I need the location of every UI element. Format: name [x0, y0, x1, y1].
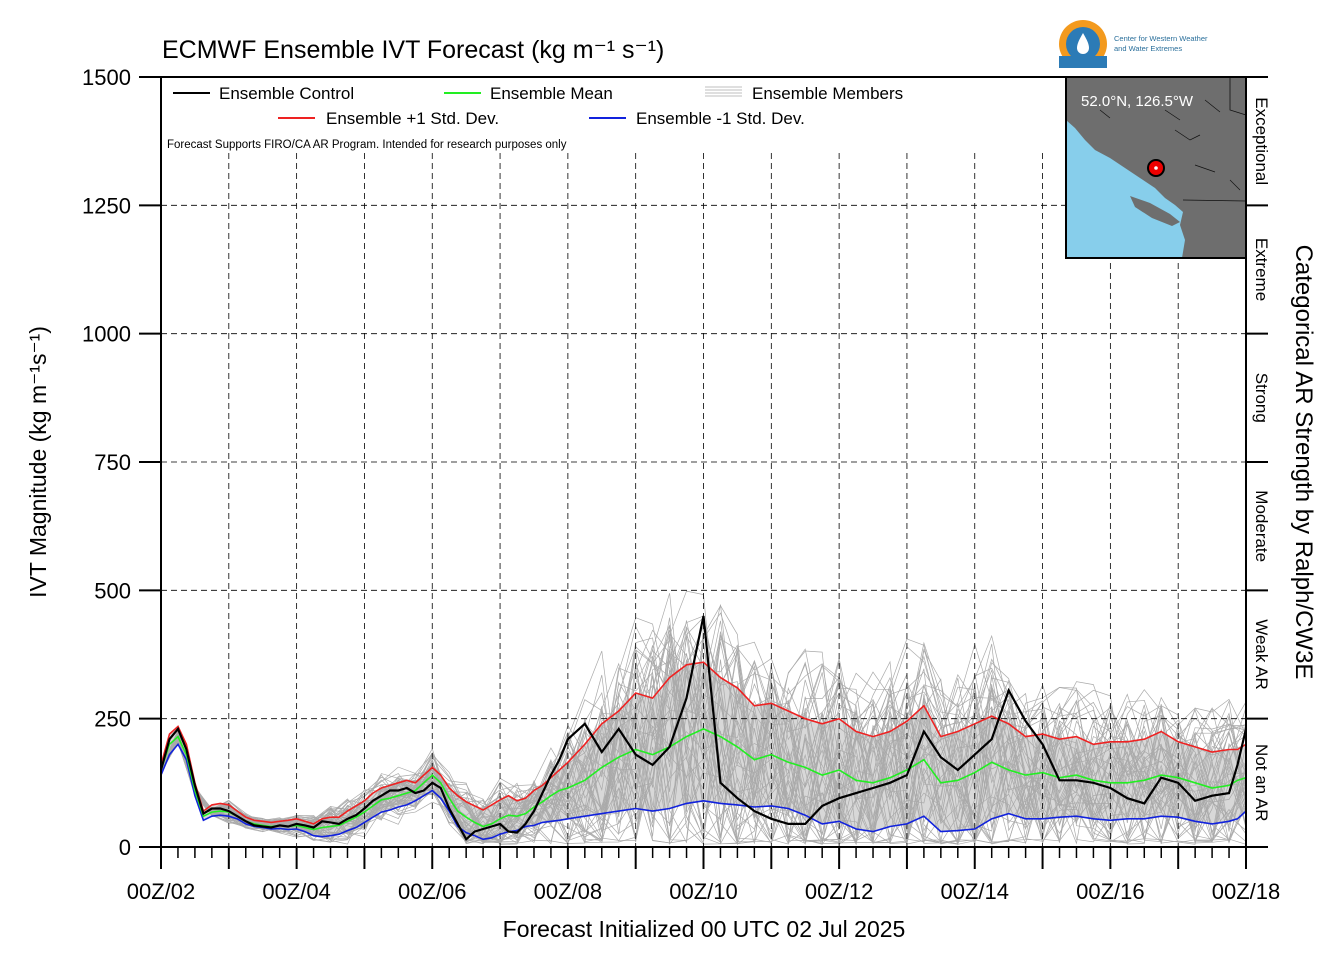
y-tick-label: 1500 — [82, 65, 131, 90]
research-note: Forecast Supports FIRO/CA AR Program. In… — [167, 139, 567, 151]
y-tick-label: 1250 — [82, 193, 131, 218]
y-tick-label: 750 — [94, 450, 131, 475]
ar-category-label: Strong — [1252, 373, 1271, 423]
ar-category-label: Extreme — [1252, 238, 1271, 301]
ar-category-label: Weak AR — [1252, 619, 1271, 690]
y-tick-label: 250 — [94, 707, 131, 732]
x-axis-ticks: 00Z/02 00Z/04 00Z/06 00Z/08 00Z/10 00Z/12 00Z/… — [127, 847, 1281, 904]
logo-wave-icon — [1059, 56, 1107, 68]
legend: Ensemble Control Ensemble Mean Ensemble … — [167, 84, 903, 151]
ar-category-label: Not an AR — [1252, 744, 1271, 822]
x-tick-label: 00Z/06 — [398, 879, 467, 904]
logo-text-line2: and Water Extremes — [1114, 44, 1182, 53]
legend-label-plus-std: Ensemble +1 Std. Dev. — [326, 109, 499, 128]
inset-location-label: 52.0°N, 126.5°W — [1081, 93, 1194, 110]
x-tick-label: 00Z/18 — [1212, 879, 1281, 904]
x-tick-label: 00Z/12 — [805, 879, 874, 904]
legend-swatch-members — [705, 86, 742, 97]
x-axis-label: Forecast Initialized 00 UTC 02 Jul 2025 — [503, 916, 906, 942]
ensemble-member-line — [160, 633, 1247, 845]
ar-category-label: Moderate — [1252, 490, 1271, 562]
x-tick-label: 00Z/10 — [669, 879, 738, 904]
chart-title: ECMWF Ensemble IVT Forecast (kg m⁻¹ s⁻¹) — [162, 36, 664, 64]
y-axis-label: IVT Magnitude (kg m⁻¹s⁻¹) — [25, 326, 51, 598]
series-line-ensemble-control — [159, 615, 1248, 842]
ar-category-label: Exceptional — [1252, 97, 1271, 185]
inset-rivers — [1099, 99, 1241, 191]
location-marker-center — [1154, 166, 1158, 170]
series-lines — [159, 615, 1248, 842]
inset-water — [1066, 120, 1185, 258]
series-line-ensemble-1-std-dev- — [160, 661, 1247, 825]
y-tick-label: 0 — [119, 835, 131, 860]
inset-border — [1182, 77, 1247, 202]
location-inset-map: 52.0°N, 126.5°W — [1065, 76, 1247, 259]
legend-label-control: Ensemble Control — [219, 84, 354, 103]
ensemble-member-line — [160, 593, 1247, 844]
inset-frame — [1065, 76, 1247, 259]
grid-lines — [161, 153, 1246, 847]
legend-label-minus-std: Ensemble -1 Std. Dev. — [636, 109, 805, 128]
x-tick-label: 00Z/14 — [941, 879, 1010, 904]
ensemble-member-line — [160, 645, 1247, 845]
water-drop-icon — [1077, 33, 1089, 54]
y-tick-label: 500 — [94, 578, 131, 603]
legend-label-members: Ensemble Members — [752, 84, 903, 103]
y-tick-label: 1000 — [82, 322, 131, 347]
inset-island — [1130, 196, 1180, 226]
x-tick-label: 00Z/02 — [127, 879, 196, 904]
logo-text-line1: Center for Western Weather — [1114, 34, 1208, 43]
ensemble-member-line — [160, 642, 1247, 842]
series-line-ensemble-1-std-dev- — [160, 742, 1247, 841]
cw3e-logo: Center for Western Weather and Water Ext… — [1059, 20, 1208, 68]
right-axis-label: Categorical AR Strength by Ralph/CW3E — [1290, 245, 1317, 680]
legend-label-mean: Ensemble Mean — [490, 84, 613, 103]
x-tick-label: 00Z/16 — [1076, 879, 1145, 904]
x-tick-label: 00Z/04 — [262, 879, 331, 904]
ar-category-scale: Not an AR Weak AR Moderate Strong Extreme Exc… — [1252, 97, 1271, 821]
x-tick-label: 00Z/08 — [534, 879, 603, 904]
y-axis-ticks: 0 250 500 750 1000 1250 1500 — [82, 65, 1268, 860]
